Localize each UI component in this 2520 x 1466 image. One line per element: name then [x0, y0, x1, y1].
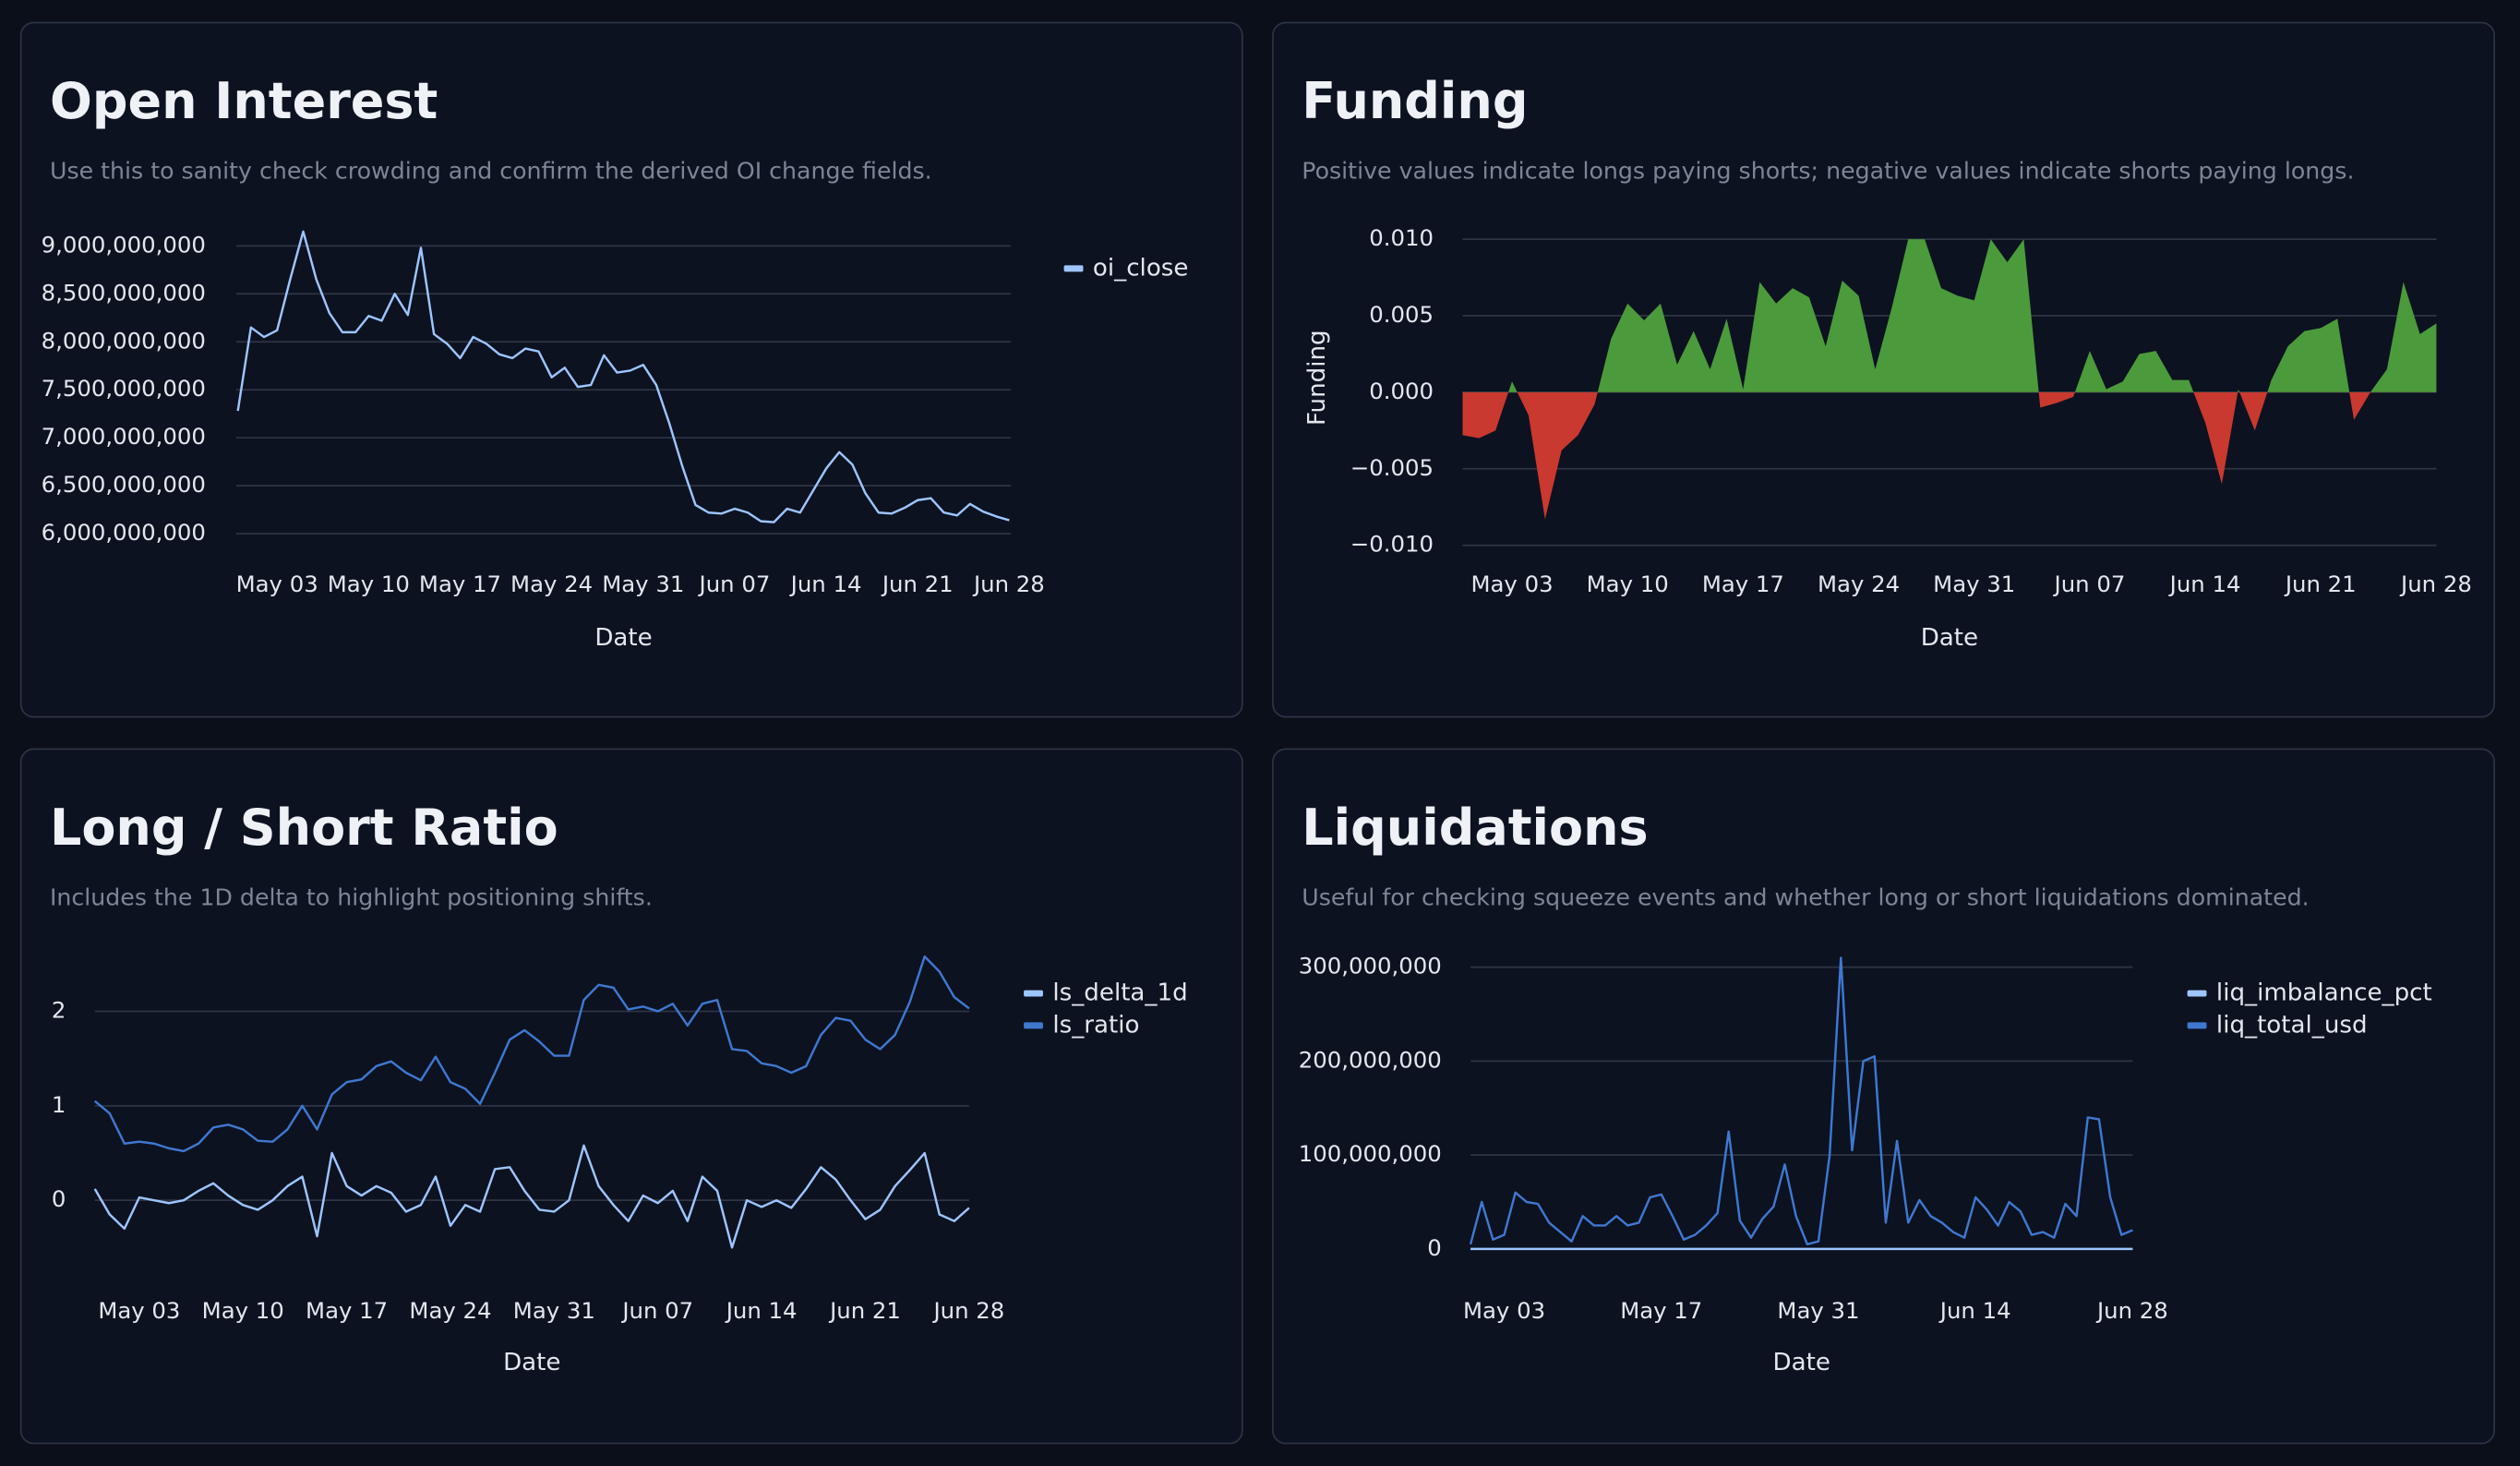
y-tick-label: 6,000,000,000: [42, 519, 206, 546]
chart-subtitle: Positive values indicate longs paying sh…: [1302, 157, 2354, 184]
y-tick-label: 7,500,000,000: [42, 375, 206, 402]
y-tick-label: −0.010: [1350, 531, 1434, 558]
legend-swatch: [2187, 990, 2207, 997]
x-tick-label: Jun 21: [2284, 571, 2357, 597]
y-tick-label: 0: [1427, 1234, 1442, 1261]
x-tick-label: May 03: [98, 1297, 180, 1324]
chart-title: Funding: [1302, 72, 1528, 130]
x-tick-label: May 10: [1587, 571, 1669, 597]
legend-label: oi_close: [1093, 254, 1189, 282]
x-tick-label: Jun 14: [725, 1297, 798, 1324]
y-tick-label: 1: [52, 1091, 66, 1118]
series-line: [93, 955, 970, 1153]
x-tick-label: Jun 14: [1938, 1297, 2011, 1324]
panel: [1272, 748, 2496, 1445]
chart-title: Liquidations: [1302, 799, 1648, 857]
chart-subtitle: Useful for checking squeeze events and w…: [1302, 883, 2309, 910]
x-tick-label: Jun 28: [2399, 571, 2472, 597]
positive-area: [1462, 239, 2437, 392]
legend-swatch: [1024, 1022, 1043, 1029]
y-tick-label: 9,000,000,000: [42, 231, 206, 258]
y-tick-label: 0.010: [1369, 224, 1434, 251]
negative-area: [1462, 391, 2437, 520]
chart-subtitle: Use this to sanity check crowding and co…: [50, 157, 932, 184]
x-tick-label: Jun 28: [2095, 1297, 2168, 1324]
x-tick-label: May 31: [513, 1297, 595, 1324]
x-tick-label: May 03: [1463, 1297, 1545, 1324]
x-tick-label: Jun 14: [789, 571, 862, 597]
x-tick-label: May 24: [1818, 571, 1900, 597]
y-tick-label: 0: [52, 1185, 66, 1212]
y-tick-label: 2: [52, 996, 66, 1023]
x-tick-label: May 03: [1470, 571, 1553, 597]
x-tick-label: Jun 28: [972, 571, 1045, 597]
x-tick-label: May 24: [409, 1297, 491, 1324]
x-tick-label: Jun 07: [698, 571, 771, 597]
panel: [19, 748, 1243, 1445]
x-axis-title: Date: [1773, 1349, 1830, 1376]
y-axis-title: Funding: [1303, 330, 1331, 426]
x-tick-label: May 17: [306, 1297, 388, 1324]
chart-title: Open Interest: [50, 72, 438, 130]
y-tick-label: 6,500,000,000: [42, 471, 206, 498]
y-tick-label: 0.005: [1369, 301, 1434, 328]
chart-subtitle: Includes the 1D delta to highlight posit…: [50, 883, 653, 910]
legend-label: liq_imbalance_pct: [2216, 979, 2432, 1007]
legend-label: ls_ratio: [1052, 1011, 1139, 1039]
legend-label: liq_total_usd: [2216, 1011, 2368, 1039]
chart-title: Long / Short Ratio: [50, 799, 558, 857]
y-tick-label: 7,000,000,000: [42, 423, 206, 450]
x-tick-label: Jun 14: [2168, 571, 2241, 597]
x-axis-title: Date: [594, 624, 652, 652]
x-tick-label: May 10: [328, 571, 410, 597]
y-tick-label: 8,500,000,000: [42, 279, 206, 306]
x-tick-label: May 10: [202, 1297, 284, 1324]
x-tick-label: Jun 28: [931, 1297, 1004, 1324]
x-tick-label: May 17: [1620, 1297, 1702, 1324]
series-line: [236, 230, 1010, 523]
x-tick-label: May 17: [419, 571, 501, 597]
x-tick-label: May 31: [1777, 1297, 1859, 1324]
x-tick-label: May 17: [1702, 571, 1784, 597]
y-tick-label: −0.005: [1350, 454, 1434, 481]
x-tick-label: Jun 21: [828, 1297, 901, 1324]
y-tick-label: 8,000,000,000: [42, 327, 206, 354]
legend-swatch: [1063, 265, 1084, 272]
x-tick-label: May 24: [510, 571, 593, 597]
y-tick-label: 0.000: [1369, 378, 1434, 404]
x-tick-label: Jun 07: [2053, 571, 2126, 597]
legend-swatch: [1024, 990, 1043, 997]
x-tick-label: Jun 07: [620, 1297, 693, 1324]
legend-label: ls_delta_1d: [1052, 979, 1187, 1007]
x-axis-title: Date: [1921, 624, 1978, 652]
x-tick-label: May 31: [1933, 571, 2015, 597]
x-tick-label: May 31: [602, 571, 684, 597]
x-tick-label: Jun 21: [881, 571, 954, 597]
series-line: [1469, 956, 2133, 1246]
series-line: [93, 1144, 970, 1249]
y-tick-label: 100,000,000: [1299, 1140, 1442, 1167]
legend-swatch: [2187, 1022, 2207, 1029]
x-axis-title: Date: [503, 1349, 560, 1376]
y-tick-label: 200,000,000: [1299, 1046, 1442, 1073]
y-tick-label: 300,000,000: [1299, 953, 1442, 979]
x-tick-label: May 03: [236, 571, 318, 597]
